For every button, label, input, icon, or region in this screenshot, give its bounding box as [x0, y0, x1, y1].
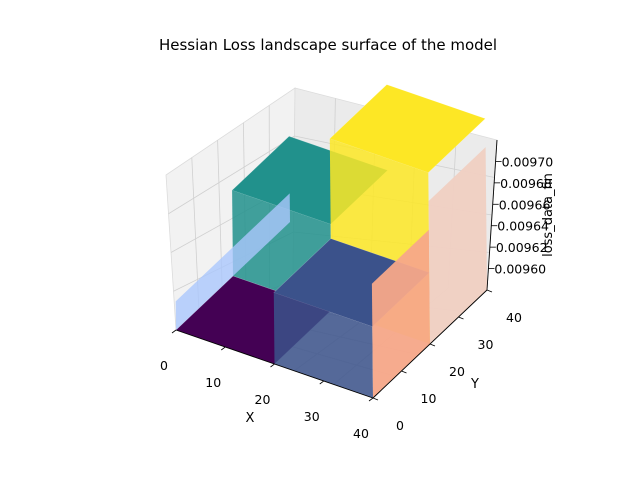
x-tick-label: 40 [353, 426, 369, 441]
z-tick-label: 0.00968 [500, 176, 552, 191]
y-tick-mark [372, 397, 379, 401]
x-tick-label: 0 [160, 358, 168, 373]
x-tick-label: 20 [255, 392, 271, 407]
y-tick-label: 40 [506, 310, 522, 325]
z-tick-label: 0.00964 [497, 219, 549, 234]
chart-title: Hessian Loss landscape surface of the mo… [159, 36, 497, 54]
coolwarm-wall-right-back [428, 147, 487, 344]
z-tick-label: 0.00960 [494, 262, 546, 277]
surface-wall [273, 292, 373, 398]
x-ticks: 0 10 20 30 40 [160, 329, 374, 441]
y-tick-label: 0 [396, 418, 404, 433]
y-tick-mark [486, 289, 493, 293]
y-tick-label: 10 [421, 391, 437, 406]
x-tick-mark [171, 329, 177, 334]
y-tick-mark [401, 370, 407, 374]
x-tick-mark [368, 397, 374, 402]
x-tick-mark [270, 363, 275, 368]
y-tick-label: 30 [478, 337, 494, 352]
x-axis-label: X [246, 411, 255, 426]
x-tick-label: 10 [205, 375, 221, 390]
z-tick-label: 0.00970 [502, 154, 554, 169]
z-ticks: 0.00960 0.00962 0.00964 0.00966 0.00968 0.009… [488, 154, 554, 277]
y-tick-label: 20 [449, 364, 465, 379]
x-tick-label: 30 [304, 409, 320, 424]
y-tick-mark [429, 343, 436, 347]
z-tick-label: 0.00962 [496, 240, 548, 255]
x-tick-mark [221, 346, 226, 351]
coolwarm-wall-left [175, 193, 290, 330]
z-axis-line [486, 139, 498, 291]
z-tick-label: 0.00966 [499, 197, 551, 212]
gridline [168, 135, 295, 215]
surface-plot [175, 84, 487, 398]
coolwarm-wall-right-front [371, 229, 430, 398]
z-axis-label: loss_data_fin [541, 173, 556, 257]
y-ticks: 0 10 20 30 40 [372, 289, 522, 433]
y-axis-label: Y [470, 377, 479, 392]
y-tick-mark [458, 316, 464, 320]
x-tick-mark [319, 380, 324, 385]
